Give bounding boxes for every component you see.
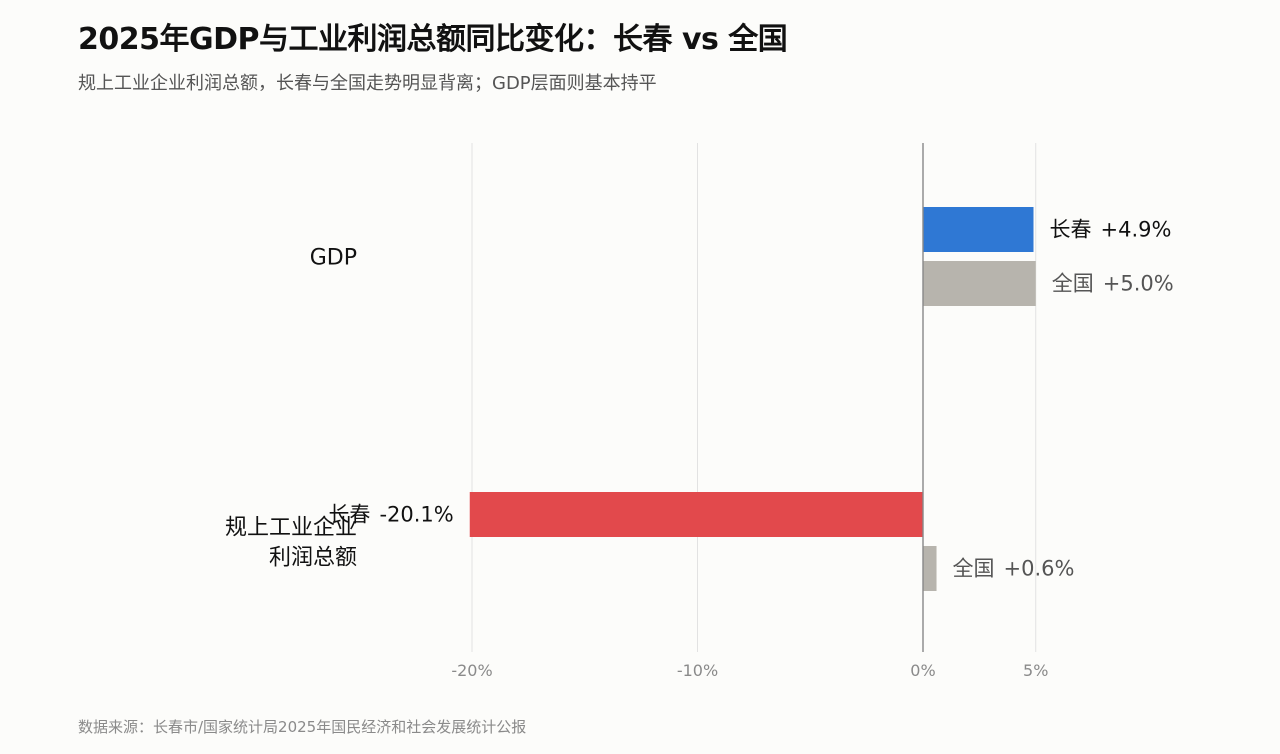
data-label-series-name: 长春 bbox=[328, 503, 370, 527]
gridlines bbox=[471, 143, 1037, 652]
chart-title: 2025年GDP与工业利润总额同比变化：长春 vs 全国 bbox=[78, 22, 788, 57]
data-label-value: +0.6% bbox=[1004, 557, 1075, 581]
x-tick-label: -20% bbox=[451, 661, 492, 680]
data-label-series-name: 全国 bbox=[953, 557, 995, 581]
category-label-line: 规上工业企业 bbox=[225, 516, 357, 541]
chart-subtitle: 规上工业企业利润总额，长春与全国走势明显背离；GDP层面则基本持平 bbox=[78, 73, 657, 94]
x-axis-ticks: -20% -10% 0% 5% bbox=[451, 661, 1048, 680]
data-source-note: 数据来源：长春市/国家统计局2025年国民经济和社会发展统计公报 bbox=[78, 718, 527, 736]
category-label-line: 利润总额 bbox=[269, 546, 357, 571]
category-label-line: GDP bbox=[310, 246, 357, 271]
data-label-value: -20.1% bbox=[379, 503, 453, 527]
data-label-value: +4.9% bbox=[1100, 218, 1171, 242]
data-label-national-0: 全国 +5.0% bbox=[1052, 272, 1174, 296]
bar-national-0 bbox=[923, 261, 1036, 306]
data-label-changchun-1: 长春 -20.1% bbox=[328, 503, 453, 527]
x-tick-label: 5% bbox=[1023, 661, 1048, 680]
bar-changchun-0 bbox=[923, 207, 1034, 252]
category-labels: GDP 规上工业企业利润总额 bbox=[225, 246, 357, 571]
bar-national-1 bbox=[923, 546, 937, 591]
x-tick-label: -10% bbox=[677, 661, 718, 680]
data-label-value: +5.0% bbox=[1103, 272, 1174, 296]
bars bbox=[469, 207, 1036, 591]
category-label: GDP bbox=[310, 246, 357, 271]
data-label-national-1: 全国 +0.6% bbox=[953, 557, 1075, 581]
data-label-series-name: 全国 bbox=[1052, 272, 1094, 296]
data-label-series-name: 长春 bbox=[1049, 218, 1091, 242]
data-labels: 长春 +4.9% 长春 -20.1% 全国 +5.0% 全国 +0.6% bbox=[328, 218, 1173, 581]
data-label-changchun-0: 长春 +4.9% bbox=[1049, 218, 1171, 242]
x-tick-label: 0% bbox=[910, 661, 935, 680]
bar-changchun-1 bbox=[469, 492, 923, 537]
category-label: 规上工业企业利润总额 bbox=[225, 516, 357, 571]
